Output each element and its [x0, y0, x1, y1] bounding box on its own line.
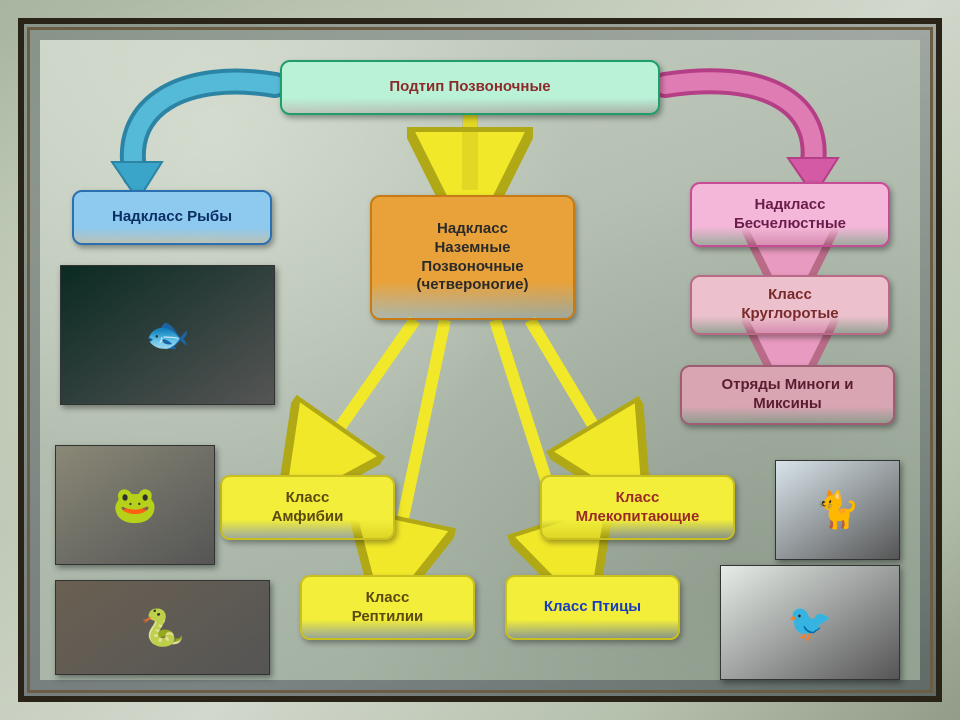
snake-icon: 🐍	[140, 607, 185, 649]
image-fish: 🐟	[60, 265, 275, 405]
node-fish: Надкласс Рыбы	[72, 190, 272, 245]
frog-icon: 🐸	[113, 484, 158, 526]
node-mammals-label: Класс Млекопитающие	[576, 489, 700, 527]
node-jawless: Надкласс Бесчелюстные	[690, 182, 890, 247]
node-fish-label: Надкласс Рыбы	[112, 208, 232, 227]
node-reptiles: Класс Рептилии	[300, 575, 475, 640]
node-tetrapods-label: Надкласс Наземные Позвоночные (четвероно…	[417, 220, 529, 295]
image-snake: 🐍	[55, 580, 270, 675]
node-cyclostomes: Класс Круглоротые	[690, 275, 890, 335]
fish-icon: 🐟	[145, 314, 190, 356]
node-reptiles-label: Класс Рептилии	[352, 589, 424, 627]
node-lampreys-label: Отряды Миноги и Миксины	[721, 376, 853, 414]
node-mammals: Класс Млекопитающие	[540, 475, 735, 540]
node-amphibians-label: Класс Амфибии	[272, 489, 344, 527]
node-root-label: Подтип Позвоночные	[389, 78, 550, 97]
node-amphibians: Класс Амфибии	[220, 475, 395, 540]
node-birds-label: Класс Птицы	[544, 598, 641, 617]
node-root: Подтип Позвоночные	[280, 60, 660, 115]
node-cyclostomes-label: Класс Круглоротые	[741, 286, 838, 324]
node-birds: Класс Птицы	[505, 575, 680, 640]
image-crow: 🐦	[720, 565, 900, 680]
image-lynx: 🐈	[775, 460, 900, 560]
node-jawless-label: Надкласс Бесчелюстные	[734, 196, 846, 234]
lynx-icon: 🐈	[815, 489, 860, 531]
crow-icon: 🐦	[788, 602, 833, 644]
image-frog: 🐸	[55, 445, 215, 565]
node-tetrapods: Надкласс Наземные Позвоночные (четвероно…	[370, 195, 575, 320]
node-lampreys: Отряды Миноги и Миксины	[680, 365, 895, 425]
